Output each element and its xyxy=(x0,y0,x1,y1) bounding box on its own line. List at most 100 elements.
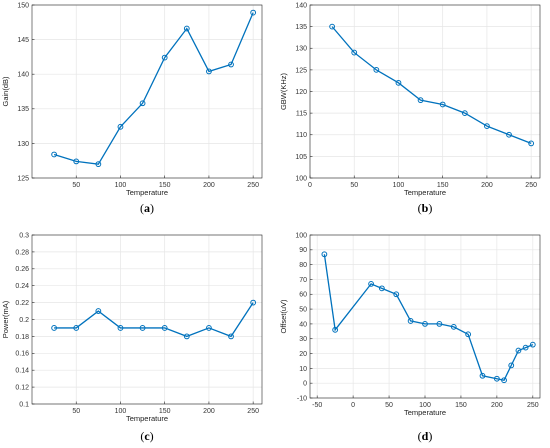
y-tick-label: 90 xyxy=(299,247,307,254)
x-tick-label: 0 xyxy=(308,182,312,189)
panel-label: (a) xyxy=(140,201,154,215)
data-point xyxy=(479,372,486,379)
data-point xyxy=(228,333,234,340)
x-tick-label: -50 xyxy=(312,402,322,409)
panel-label: (d) xyxy=(418,429,433,443)
data-point xyxy=(368,281,374,287)
data-point xyxy=(161,54,168,61)
data-point xyxy=(373,66,380,73)
x-tick-label: 150 xyxy=(159,408,171,415)
x-tick-label: 50 xyxy=(350,182,358,189)
y-axis-label: Gain(dB) xyxy=(1,76,10,107)
y-tick-label: 100 xyxy=(295,175,307,182)
y-tick-label: 120 xyxy=(295,89,307,96)
data-point xyxy=(493,375,500,382)
x-tick-label: 0 xyxy=(351,402,355,409)
y-axis-label: GBW(KHz) xyxy=(279,72,288,110)
y-tick-label: 40 xyxy=(299,321,307,328)
y-tick-label: 125 xyxy=(295,67,307,74)
series-line xyxy=(331,26,532,145)
y-tick-label: 115 xyxy=(296,111,307,118)
x-tick-label: 50 xyxy=(72,408,80,415)
data-point xyxy=(183,25,190,32)
y-tick-label: 0.2 xyxy=(19,317,29,324)
data-point xyxy=(332,326,339,333)
data-point xyxy=(51,151,58,158)
y-tick-label: 20 xyxy=(299,351,307,358)
data-point xyxy=(522,344,529,351)
data-point xyxy=(501,377,507,384)
data-point xyxy=(422,321,428,327)
data-point xyxy=(139,325,146,331)
data-point xyxy=(465,331,472,338)
y-tick-label: 50 xyxy=(299,306,307,313)
x-axis-label: Temperature xyxy=(404,408,446,417)
data-point xyxy=(484,123,490,129)
y-tick-label: 10 xyxy=(299,366,307,373)
y-tick-label: 0.16 xyxy=(15,351,29,358)
x-tick-label: 100 xyxy=(393,182,405,189)
data-point xyxy=(250,299,257,306)
panel-label: (c) xyxy=(140,429,153,443)
series-line xyxy=(323,254,534,381)
x-tick-label: 200 xyxy=(491,402,503,409)
data-point xyxy=(321,251,328,258)
data-point xyxy=(528,140,535,147)
series-line xyxy=(54,302,254,338)
plot-area xyxy=(32,5,262,178)
y-tick-label: 70 xyxy=(299,277,307,284)
y-tick-label: 0.24 xyxy=(15,283,29,290)
data-point xyxy=(95,161,102,168)
x-tick-label: 200 xyxy=(481,182,493,189)
data-point xyxy=(250,9,257,16)
chart-a: 50 100 150 200 250125130135140145150Temperat… xyxy=(1,2,263,215)
y-tick-label: -10 xyxy=(297,395,307,402)
y-tick-label: 30 xyxy=(299,336,307,343)
data-point xyxy=(228,61,234,68)
x-tick-label: 150 xyxy=(159,182,171,189)
x-tick-label: 100 xyxy=(115,182,127,189)
x-tick-label: 200 xyxy=(203,408,215,415)
y-tick-label: 0 xyxy=(303,381,307,388)
y-tick-label: 135 xyxy=(295,24,307,31)
x-tick-label: 200 xyxy=(203,182,215,189)
axes-box xyxy=(31,4,263,179)
data-point xyxy=(351,49,358,56)
data-point xyxy=(417,97,424,104)
y-tick-label: 100 xyxy=(295,232,307,239)
y-tick-label: 0.12 xyxy=(15,385,29,392)
x-tick-label: 250 xyxy=(525,182,537,189)
data-point xyxy=(117,123,124,130)
panel-label: (b) xyxy=(418,201,433,215)
x-tick-label: 50 xyxy=(72,182,80,189)
x-tick-label: 50 xyxy=(385,402,393,409)
data-point xyxy=(439,101,446,108)
x-axis-label: Temperature xyxy=(404,188,446,197)
data-point xyxy=(395,79,402,86)
y-tick-label: 125 xyxy=(17,175,29,182)
x-tick-label: 250 xyxy=(527,402,539,409)
data-point xyxy=(206,325,212,331)
chart-b: 0 50 100 150 200 250 100 105 110 115 120 125 130 135 1… xyxy=(279,2,541,215)
data-point xyxy=(393,291,400,298)
data-point xyxy=(206,68,212,75)
data-point xyxy=(73,158,80,165)
y-tick-label: 140 xyxy=(295,2,307,9)
y-tick-label: 105 xyxy=(295,154,307,161)
x-tick-label: 150 xyxy=(455,402,467,409)
y-tick-label: 0.28 xyxy=(15,249,29,256)
y-tick-label: 0.18 xyxy=(15,334,29,341)
data-point xyxy=(51,325,58,331)
y-tick-label: 140 xyxy=(17,72,29,79)
y-tick-label: 0.26 xyxy=(15,266,29,273)
data-point xyxy=(95,308,102,314)
chart-d: -50 0 50 100 150 200 250 -10 0 10 20 30 40 50 60 70 80 90… xyxy=(279,232,541,443)
data-point xyxy=(139,100,146,107)
y-tick-label: 145 xyxy=(17,37,29,44)
data-point xyxy=(506,131,512,138)
x-axis-label: Temperature xyxy=(126,188,168,197)
chart-c: 50 100 150 200 250 0.1 0.12 0.14 0.16 0.18 0.2 0.22… xyxy=(1,232,263,443)
y-tick-label: 80 xyxy=(299,262,307,269)
data-point xyxy=(183,333,190,340)
